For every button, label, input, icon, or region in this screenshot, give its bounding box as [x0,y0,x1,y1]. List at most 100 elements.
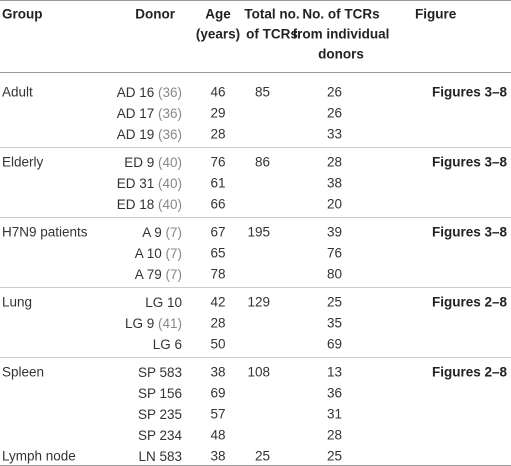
age: 42 [210,295,225,310]
donor-name: SP 583 [138,365,182,380]
donor: SP 234 [138,428,183,443]
age: 50 [210,337,225,352]
donor-ref: (41) [158,316,182,331]
tcr-count: 35 [327,316,342,331]
donor: SP 156 [138,386,182,401]
donor: SP 583 [138,365,182,380]
donor: A 10 (7) [135,246,182,261]
donor-ref: (40) [158,197,182,212]
tcr-count: 28 [327,428,342,443]
age: 69 [210,386,225,401]
donor-ref: (36) [158,106,182,121]
figure: Figures 3–8 [432,85,508,100]
donor-ref: (7) [166,225,183,240]
group-label: Lung [2,295,32,310]
donor-name: AD 16 [117,85,155,100]
donor: LG 9 (41) [125,316,182,331]
group-label: Lymph node [2,449,76,464]
donor-ref: (7) [166,246,183,261]
age: 48 [210,428,225,443]
header-cell: (years) [196,27,240,42]
figure: Figures 2–8 [432,295,508,310]
tcr-count: 26 [327,106,342,121]
total: 25 [255,449,270,464]
figure: Figures 3–8 [432,155,508,170]
donor: ED 9 (40) [124,155,182,170]
age: 61 [210,176,225,191]
donor: AD 17 (36) [117,106,182,121]
header-cell: Group [2,7,43,22]
donor-ref: (40) [158,176,182,191]
header-cell: No. of TCRs [302,7,379,22]
donor-name: A 10 [135,246,162,261]
header-cell: from individual [293,27,390,42]
age: 78 [210,267,225,282]
age: 67 [210,225,225,240]
tcr-count: 20 [327,197,342,212]
tcr-count: 13 [327,365,342,380]
age: 65 [210,246,225,261]
age: 57 [210,407,225,422]
donor: LG 6 [153,337,182,352]
tcr-count: 38 [327,176,342,191]
group-label: Spleen [2,365,44,380]
header-cell: Total no. [244,7,299,22]
donor-ref: (7) [166,267,183,282]
figure: Figures 2–8 [432,365,508,380]
age: 46 [210,85,225,100]
tcr-count: 31 [327,407,342,422]
tcr-count: 25 [327,295,342,310]
age: 38 [210,365,225,380]
total: 195 [247,225,270,240]
header-cell: donors [318,47,364,62]
donor-ref: (36) [158,127,182,142]
figure: Figures 3–8 [432,225,508,240]
donor: AD 19 (36) [117,127,182,142]
donor-name: SP 235 [138,407,182,422]
donor-name: ED 18 [117,197,155,212]
tcr-count: 36 [327,386,342,401]
group-label: H7N9 patients [2,225,88,240]
donor: LN 583 [138,449,182,464]
donor-name: LG 6 [153,337,182,352]
donor-name: LG 10 [145,295,182,310]
donor-ref: (40) [158,155,182,170]
tcr-count: 25 [327,449,342,464]
age: 38 [210,449,225,464]
donor: AD 16 (36) [117,85,182,100]
tcr-count: 39 [327,225,342,240]
group-label: Elderly [2,155,44,170]
tcr-count: 69 [327,337,342,352]
total: 129 [247,295,270,310]
age: 28 [210,127,225,142]
donor: ED 31 (40) [117,176,182,191]
tcr-count: 80 [327,267,342,282]
donor-ref: (36) [158,85,182,100]
donor-name: LN 583 [138,449,182,464]
tcr-count: 28 [327,155,342,170]
total: 108 [247,365,270,380]
donor: SP 235 [138,407,182,422]
header-cell: Donor [135,7,175,22]
donor-name: SP 234 [138,428,183,443]
donor: A 79 (7) [135,267,182,282]
age: 28 [210,316,225,331]
tcr-count: 26 [327,85,342,100]
tcr-count: 33 [327,127,342,142]
age: 29 [210,106,225,121]
donor-name: LG 9 [125,316,154,331]
total: 86 [255,155,270,170]
header-cell: Figure [415,7,457,22]
header-cell: Age [205,7,231,22]
group-label: Adult [2,85,33,100]
donor-name: A 79 [135,267,162,282]
age: 76 [210,155,225,170]
donor-name: A 9 [142,225,162,240]
header-cell: of TCRs [246,27,298,42]
donor-name: ED 9 [124,155,154,170]
donor: ED 18 (40) [117,197,182,212]
age: 66 [210,197,225,212]
donor-name: AD 19 [117,127,155,142]
donor: A 9 (7) [142,225,182,240]
